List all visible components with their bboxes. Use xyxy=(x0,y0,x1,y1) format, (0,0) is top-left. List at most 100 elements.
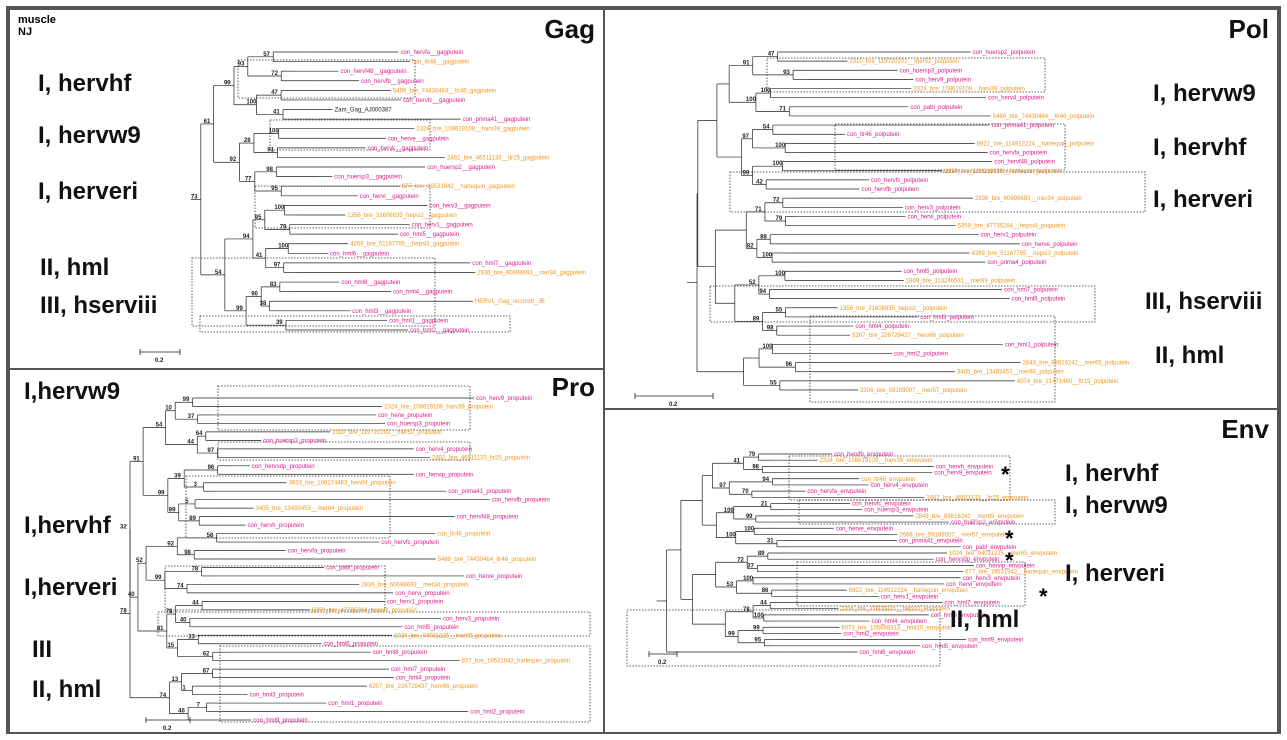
clade-box xyxy=(217,385,471,431)
clade-group-label: I, herveri xyxy=(38,178,139,205)
leaf-label: 2482_bre_46511133__ltr25_envputein xyxy=(926,495,1028,501)
leaf-label: con_hervsdp_envputein xyxy=(936,557,1000,563)
bootstrap-value: 1 xyxy=(182,685,186,691)
leaf-label: con_hml7_polputein xyxy=(1004,288,1058,294)
leaf-label: con_hervfa__gagputein xyxy=(400,50,463,56)
leaf-label: 6207_bre_226729437__herv66_polputein xyxy=(852,333,963,339)
leaf-label: con_hervsdp_proputein xyxy=(252,464,315,470)
clade-box xyxy=(157,611,591,637)
bootstrap-value: 94 xyxy=(762,477,769,483)
leaf-label: con_herw_proputein xyxy=(378,413,432,419)
clade-group-label: I, herveri xyxy=(1153,186,1254,213)
bootstrap-value: 97 xyxy=(719,483,726,489)
leaf-label: con_hervh_envputein xyxy=(936,464,993,470)
leaf-label: con_herv3__gagputein xyxy=(430,203,491,209)
leaf-label: con_hervfa_proputein xyxy=(288,549,346,555)
bootstrap-value: 41 xyxy=(256,253,263,259)
bootstrap-value: 100 xyxy=(724,508,735,514)
leaf-label: con_pabl_polputein xyxy=(910,105,962,111)
bootstrap-value: 47 xyxy=(768,52,775,58)
bootstrap-value: 42 xyxy=(756,179,763,185)
leaf-label: con_prima41_proputein xyxy=(448,489,511,495)
clade-box xyxy=(237,59,416,99)
phylogenetic-tree: con_hervfb_envputein2324_bre_108619109__… xyxy=(626,452,1078,667)
bootstrap-value: 31 xyxy=(767,539,774,545)
bootstrap-value: 100 xyxy=(775,271,786,277)
leaf-label: con_hml6__gagputein xyxy=(330,251,389,257)
leaf-label: con_hervk__gagputein xyxy=(368,146,429,152)
leaf-label: 3306_bre_59189007__mer57_polputein xyxy=(860,388,967,394)
bootstrap-value: 90 xyxy=(251,291,258,297)
leaf-label: 2310_bre_119720202__mer52_polputein xyxy=(849,59,959,65)
leaf-label: HERVL_Gag_reconstr_JB xyxy=(475,299,545,305)
leaf-label: con_hml4_envputein xyxy=(871,619,926,625)
bootstrap-value: 13 xyxy=(172,677,179,683)
leaf-label: con_hervf48__gagputein xyxy=(340,69,406,75)
leaf-label: con_hervf48_proputein xyxy=(457,515,518,521)
bootstrap-value: 98 xyxy=(767,326,774,332)
leaf-label: 1024_bre_94011225__mer65_proputein xyxy=(394,633,501,639)
bootstrap-value: 55 xyxy=(770,380,777,386)
leaf-label: con_hml6_proputein xyxy=(324,642,378,648)
bootstrap-value: 97 xyxy=(207,448,214,454)
leaf-label: 3405_bre_13493453__mer84_polputein xyxy=(957,370,1064,376)
leaf-label: con_herv3_proputein xyxy=(443,616,499,622)
leaf-label: con_hervi_envputein xyxy=(946,582,1001,588)
leaf-label: con_huersp3_envputein xyxy=(864,508,928,514)
bootstrap-value: 88 xyxy=(760,234,767,240)
clade-box xyxy=(834,123,1066,171)
clade-group-label: I,hervhf xyxy=(24,512,111,539)
bootstrap-value: 79 xyxy=(749,452,756,458)
panel-pro: Pro con_herv9_proputein 2324_bre_10861910… xyxy=(8,368,605,734)
leaf-label: 2324_bre_108619109_harv39_proputein xyxy=(384,404,493,410)
bootstrap-value: 44 xyxy=(192,601,199,607)
bootstrap-value: 83 xyxy=(270,282,277,288)
bootstrap-value: 95 xyxy=(754,638,761,644)
bootstrap-value: 78 xyxy=(166,609,173,615)
bootstrap-value: 40 xyxy=(128,592,135,598)
bootstrap-value: 39 xyxy=(276,320,283,326)
bootstrap-value: 96 xyxy=(208,465,215,471)
bootstrap-value: 7 xyxy=(197,702,201,708)
bootstrap-value: 100 xyxy=(775,143,786,149)
leaf-label: con_hml8_envputein xyxy=(931,613,986,619)
bootstrap-value: 97 xyxy=(274,263,281,269)
clade-box xyxy=(219,645,591,723)
clade-group-label: I, hervhf xyxy=(1065,460,1159,487)
bootstrap-value: 58 xyxy=(207,533,214,539)
clade-box xyxy=(626,609,941,667)
clade-group-label: II, hml xyxy=(1155,342,1225,369)
leaf-label: 1356_bre_31606835__hepsi2_envputein xyxy=(841,607,950,613)
bootstrap-value: 91 xyxy=(133,457,140,463)
panel-title: Env xyxy=(1221,414,1269,444)
leaf-label: 3405_bre_13493453__mer84_proputein xyxy=(256,506,363,512)
clade-box xyxy=(269,119,431,151)
bootstrap-value: 100 xyxy=(763,344,774,350)
bootstrap-value: 99 xyxy=(753,625,760,631)
panel-gag: muscle NJ Gag con_hervfa__gagputein con_lt… xyxy=(8,8,605,370)
leaf-label: con_hml2__gagputein xyxy=(410,328,469,334)
clade-box xyxy=(191,257,436,327)
leaf-label: con_hml6_envputein xyxy=(859,650,914,656)
bootstrap-value: 73 xyxy=(191,194,198,200)
bootstrap-value: 100 xyxy=(246,100,257,106)
leaf-label: 1024_bre_94011225__mer65_envputein xyxy=(949,551,1057,557)
leaf-label: con_hml2_polputein xyxy=(894,351,948,357)
panel-env: Env con_hervfb_envputein 2324_bre_1086191… xyxy=(603,408,1279,734)
leaf-label: con_hml8_polputein xyxy=(1012,297,1066,303)
leaf-label: con_hml9_envputein xyxy=(968,638,1023,644)
leaf-label: 4074_bre_21471460__ltr19_polputein xyxy=(1017,379,1118,385)
leaf-label: con_hervfb_envputein xyxy=(834,452,893,458)
bootstrap-value: 93 xyxy=(783,70,790,76)
leaf-label: con_hml7__gagputein xyxy=(472,261,531,267)
panel-title: Gag xyxy=(544,14,595,44)
bootstrap-value: 52 xyxy=(136,558,143,564)
scale-label: 0.2 xyxy=(155,358,164,364)
bootstrap-value: 100 xyxy=(274,205,285,211)
leaf-label: con_hervfc_proputein xyxy=(381,540,439,546)
bootstrap-value: 62 xyxy=(203,651,210,657)
scale-label: 0.2 xyxy=(669,402,678,408)
leaf-label: con_herve__gagputein xyxy=(388,136,449,142)
leaf-label: con_prima4_polputein xyxy=(987,260,1046,266)
bootstrap-value: 79 xyxy=(280,224,287,230)
